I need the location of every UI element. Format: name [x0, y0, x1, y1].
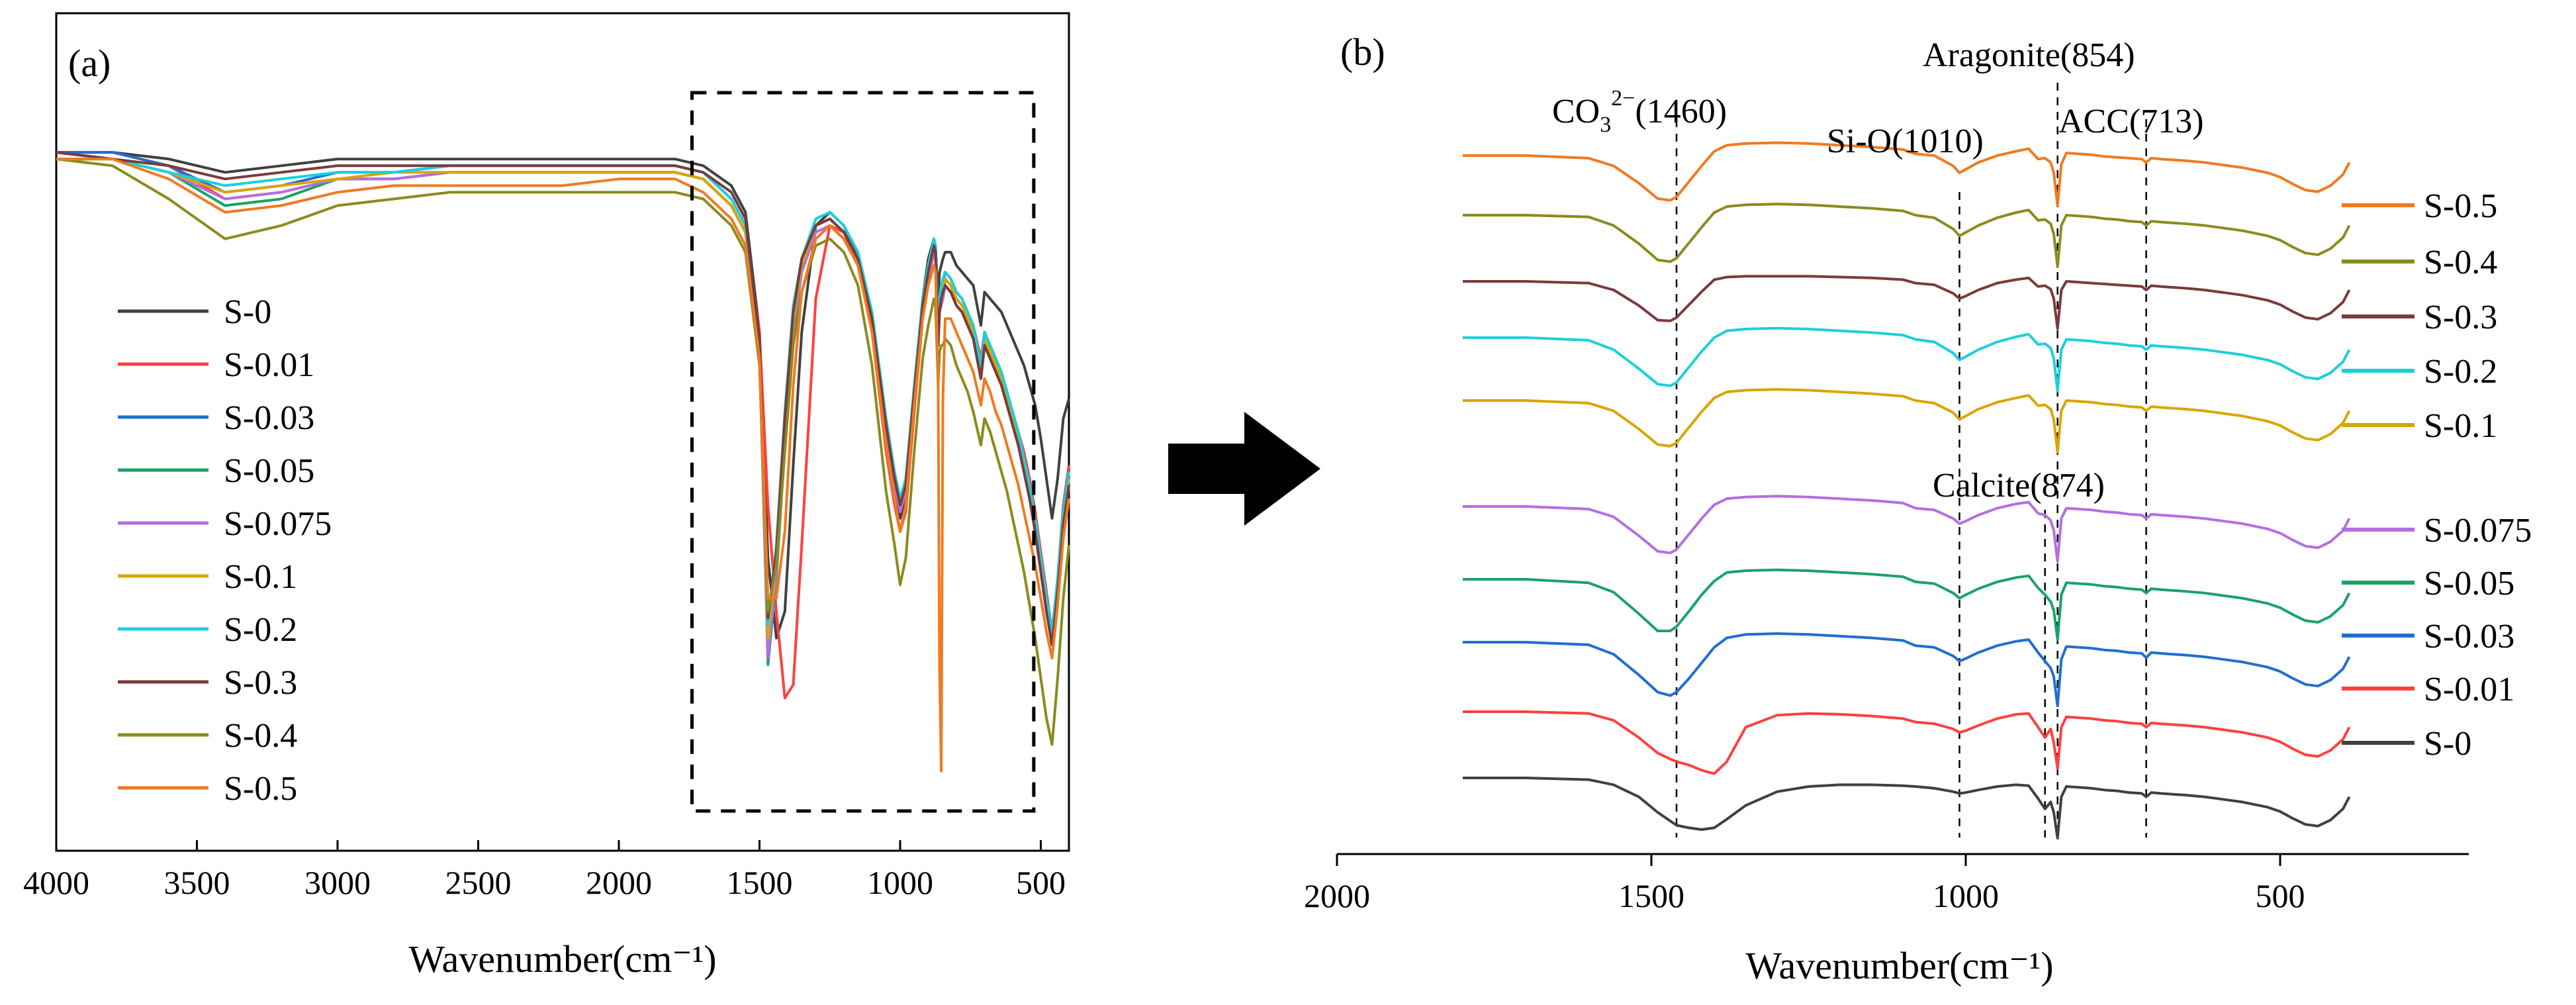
panel-b-series-line: [1463, 326, 2351, 393]
panel-b-legend: S-0.5 S-0.4 S-0.3 S-0.2 S-0.1 S-0.075 S-0.05 S-…: [2342, 187, 2532, 763]
panel-b-legend-label: S-0.5: [2424, 187, 2497, 225]
panel-a-x-tick-label: 3000: [304, 864, 371, 901]
panel-a-x-tick-label: 1500: [727, 864, 793, 901]
panel-a-series-line: [56, 158, 1070, 746]
panel-a-label: (a): [68, 42, 111, 85]
panel-b-annotations: CO32−(1460) Si-O(1010) Aragonite(854) Calci…: [1552, 36, 2204, 504]
panel-b-label: (b): [1340, 30, 1385, 73]
panel-b-legend-label: S-0.05: [2424, 565, 2514, 602]
panel-a-plot-frame: [55, 12, 1070, 852]
panel-a-x-tick-label: 2500: [445, 864, 512, 901]
panel-a-legend-label: S-0.01: [224, 346, 314, 384]
panel-a-series-line: [56, 158, 1070, 773]
panel-b-series-line: [1463, 632, 2351, 708]
panel-a-legend-label: S-0.3: [224, 664, 297, 702]
panel-a-series-lines: [56, 151, 1070, 773]
panel-a-x-tick-label: 1000: [867, 864, 933, 901]
panel-b-legend-label: S-0.075: [2424, 512, 2532, 550]
panel-b-x-ticks: 2000 1500 1000 500: [1304, 854, 2305, 914]
panel-b-legend-label: S-0.03: [2424, 618, 2514, 655]
panel-b-legend-label: S-0.1: [2424, 407, 2497, 445]
panel-a-legend-label: S-0.4: [224, 717, 297, 755]
panel-a-legend-label: S-0.075: [224, 505, 332, 543]
panel-a-legend-label: S-0.03: [224, 399, 314, 437]
panel-b-x-tick-label: 2000: [1304, 877, 1370, 914]
panel-b-annotation-sio: Si-O(1010): [1827, 122, 1984, 160]
panel-a-x-tick-label: 2000: [586, 864, 652, 901]
panel-a-x-axis-label: Wavenumber(cm⁻¹): [408, 937, 716, 981]
right-arrow-icon: [1168, 412, 1320, 526]
panel-a-series-line: [56, 158, 1070, 640]
panel-b-annotation-calc: Calcite(874): [1933, 467, 2105, 504]
panel-a-legend-label: S-0.2: [224, 611, 297, 649]
panel-a-x-tick-label: 500: [1016, 864, 1066, 901]
panel-b-series-line: [1463, 388, 2351, 454]
panel-b-series-line: [1463, 495, 2351, 563]
panel-a-legend-label: S-0.05: [224, 452, 314, 490]
panel-b-series-line: [1463, 275, 2351, 330]
panel-b-legend-label: S-0.3: [2424, 299, 2497, 336]
panel-b: (b) 2000 1500 1000 500 CO32−(1460) Si-O(1010…: [1304, 30, 2532, 987]
panel-b-series-line: [1463, 141, 2351, 207]
panel-a-legend-label: S-0.5: [224, 770, 297, 808]
panel-b-x-tick-label: 500: [2256, 877, 2305, 914]
panel-b-legend-label: S-0.4: [2424, 244, 2497, 281]
panel-b-series-lines: [1463, 141, 2351, 839]
panel-b-legend-label: S-0.2: [2424, 353, 2497, 391]
panel-b-series-line: [1463, 777, 2351, 839]
panel-a-x-tick-label: 3500: [164, 864, 230, 901]
panel-b-series-line: [1463, 203, 2351, 268]
panel-a-legend-label: S-0: [224, 293, 271, 331]
panel-b-legend-label: S-0.01: [2424, 671, 2514, 708]
panel-a-legend: S-0 S-0.01 S-0.03 S-0.05 S-0.075 S-0.1 S-0.2 S-…: [118, 293, 332, 808]
panel-b-annotation-acc: ACC(713): [2058, 103, 2204, 140]
panel-b-annotation-arag: Aragonite(854): [1923, 36, 2135, 74]
panel-b-series-line: [1463, 568, 2351, 641]
panel-b-legend-label: S-0: [2424, 725, 2471, 763]
panel-a: (a) 4000 3500 3000 2500 2000 1500 1000 500 S-0S…: [23, 12, 1070, 981]
panel-a-highlight-box: [690, 91, 1036, 813]
panel-b-x-tick-label: 1500: [1618, 877, 1684, 914]
panel-b-annotation-co3: CO32−(1460): [1552, 86, 1727, 137]
panel-b-x-tick-label: 1000: [1933, 877, 1999, 914]
panel-a-x-ticks: 4000 3500 3000 2500 2000 1500 1000 500: [23, 840, 1066, 901]
panel-a-series-line: [56, 151, 1070, 646]
panel-b-x-axis-label: Wavenumber(cm⁻¹): [1745, 944, 2053, 987]
panel-a-legend-label: S-0.1: [224, 558, 297, 596]
panel-a-x-tick-label: 4000: [23, 864, 89, 901]
panel-b-guide-lines: [1675, 83, 2147, 837]
panel-b-series-line: [1463, 710, 2351, 775]
